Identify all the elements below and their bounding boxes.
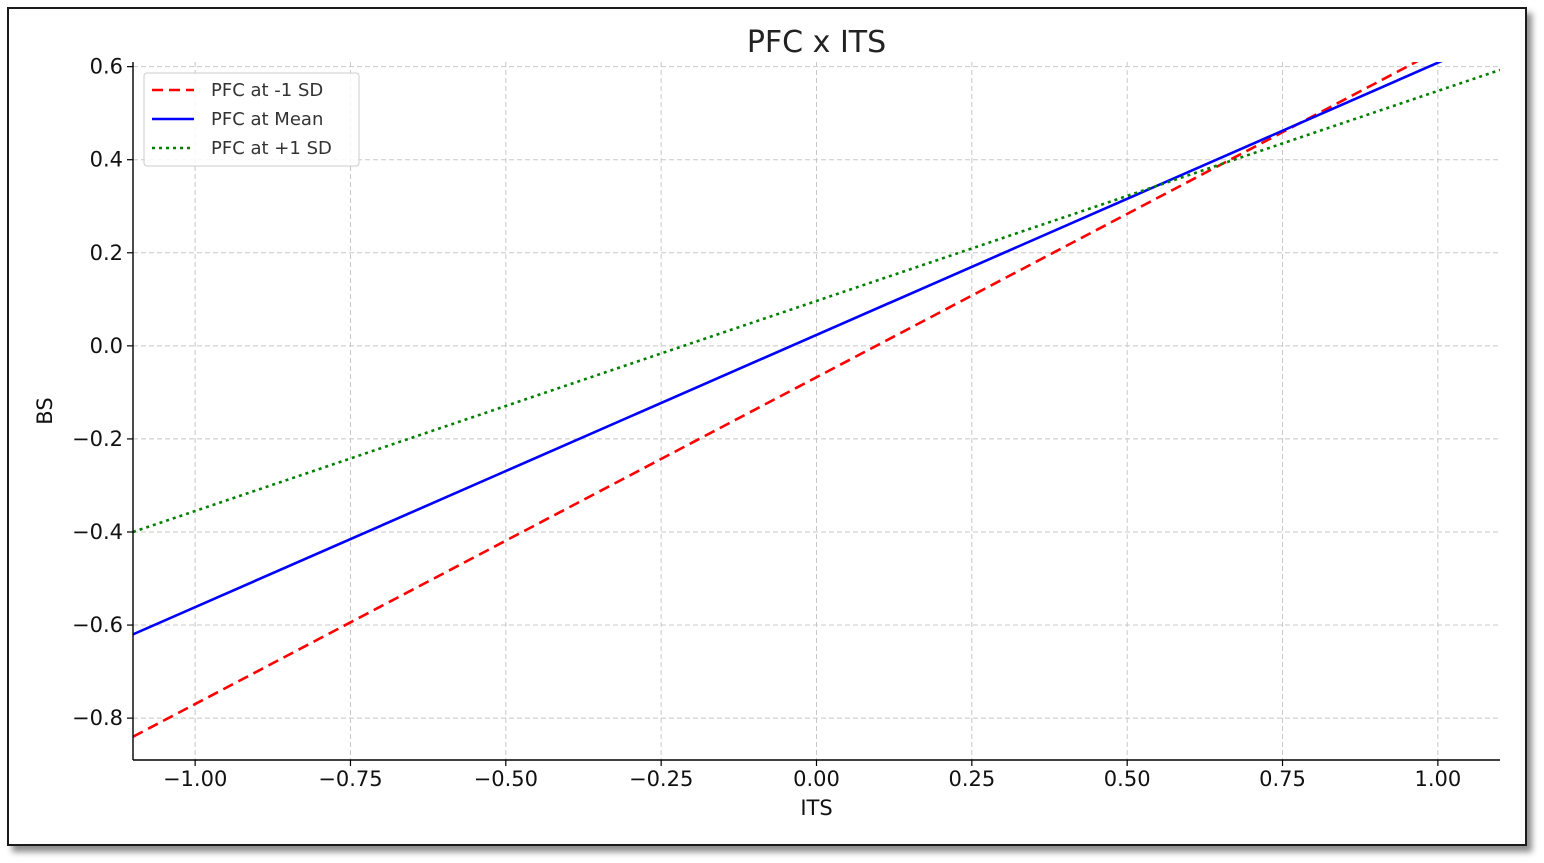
- legend-label-3: PFC at +1 SD: [211, 138, 332, 159]
- y-axis-label: BS: [33, 397, 57, 424]
- x-tick-label: −0.25: [629, 767, 693, 791]
- x-tick-label: 0.75: [1259, 767, 1306, 791]
- y-tick-label: −0.6: [72, 613, 123, 637]
- series-line-2: [133, 62, 1443, 636]
- y-tick-label: −0.4: [72, 520, 123, 544]
- y-tick-label: 0.4: [90, 148, 123, 172]
- ticks: −1.00 −0.75 −0.50 −0.25 0.00 0.25 0.50 0.75 1.00…: [72, 55, 1461, 791]
- x-axis-label: ITS: [800, 796, 832, 820]
- x-tick-label: 0.50: [1104, 767, 1151, 791]
- series-line-3: [133, 68, 1500, 534]
- y-tick-label: 0.0: [90, 334, 123, 358]
- x-tick-label: −0.50: [474, 767, 538, 791]
- y-tick-label: 0.2: [90, 241, 123, 265]
- x-tick-label: 1.00: [1414, 767, 1461, 791]
- legend-box: [143, 72, 360, 167]
- legend-label-2: PFC at Mean: [211, 109, 323, 130]
- series-lines: [133, 62, 1500, 738]
- x-tick-label: −1.00: [163, 767, 227, 791]
- series-line-1: [133, 62, 1419, 738]
- grid-lines: [133, 62, 1500, 760]
- x-tick-label: −0.75: [318, 767, 382, 791]
- legend: PFC at -1 SD PFC at Mean PFC at +1 SD: [143, 72, 360, 167]
- y-tick-label: −0.2: [72, 427, 123, 451]
- legend-label-1: PFC at -1 SD: [211, 80, 323, 101]
- y-tick-label: −0.8: [72, 706, 123, 730]
- x-tick-label: 0.00: [793, 767, 840, 791]
- chart-title: PFC x ITS: [747, 25, 886, 60]
- x-tick-label: 0.25: [948, 767, 995, 791]
- y-tick-label: 0.6: [90, 55, 123, 79]
